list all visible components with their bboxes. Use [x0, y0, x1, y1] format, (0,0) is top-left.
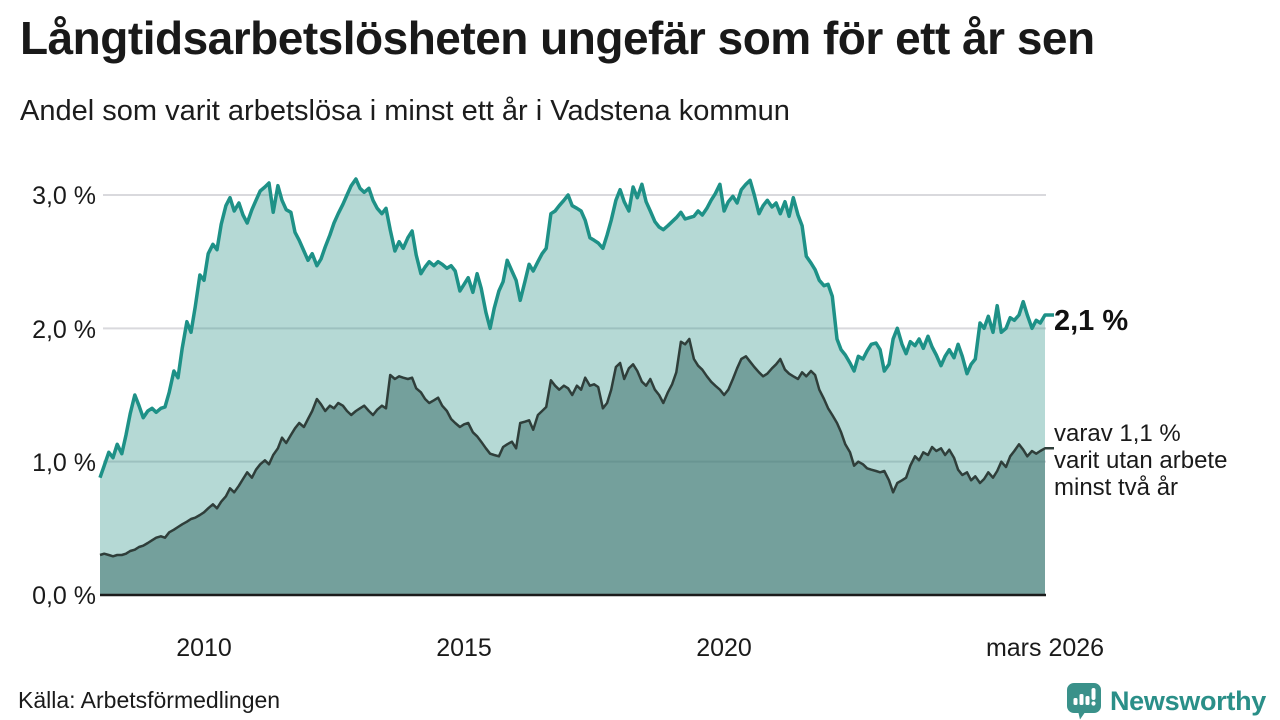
newsworthy-bubble-chart-icon: [1066, 682, 1102, 720]
end-value-label-secondary: varav 1,1 % varit utan arbete minst två …: [1054, 420, 1228, 501]
area-chart: [98, 177, 1054, 597]
newsworthy-logo: Newsworthy: [1066, 682, 1266, 720]
source-attribution: Källa: Arbetsförmedlingen: [18, 687, 281, 713]
x-tick-label-2010: 2010: [176, 634, 232, 662]
x-tick-label-2020: 2020: [696, 634, 752, 662]
y-tick-label-1: 1,0 %: [32, 449, 96, 477]
page-title: Långtidsarbetslösheten ungefär som för e…: [20, 12, 1095, 64]
y-tick-label-3: 3,0 %: [32, 182, 96, 210]
page-subtitle: Andel som varit arbetslösa i minst ett å…: [20, 95, 790, 127]
y-tick-label-0: 0,0 %: [32, 582, 96, 610]
x-tick-label-2015: 2015: [436, 634, 492, 662]
newsworthy-wordmark: Newsworthy: [1109, 685, 1266, 716]
end-value-label-main: 2,1 %: [1054, 305, 1129, 337]
x-tick-label-mars-2026: mars 2026: [985, 634, 1105, 662]
y-tick-label-2: 2,0 %: [32, 316, 96, 344]
